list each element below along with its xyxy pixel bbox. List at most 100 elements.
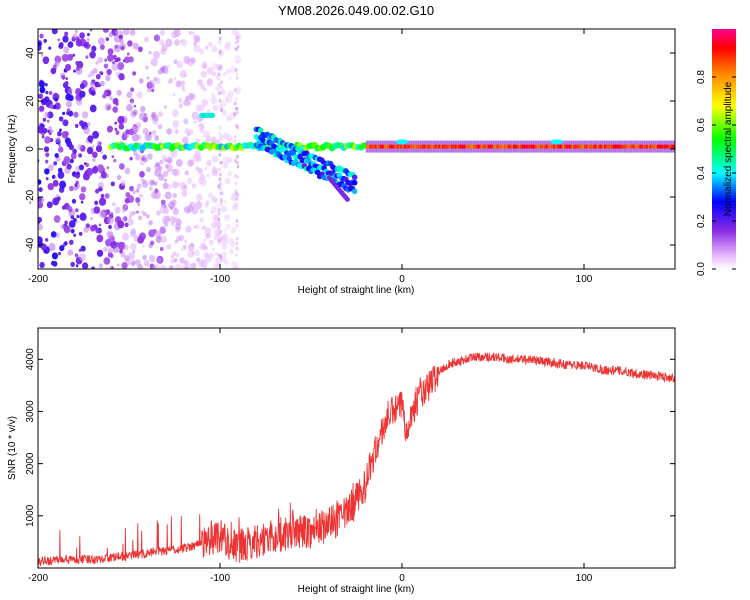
noise-mark xyxy=(212,105,218,112)
noise-mark xyxy=(116,175,122,181)
noise-mark xyxy=(89,29,93,32)
noise-mark xyxy=(95,61,99,65)
noise-mark xyxy=(166,156,173,164)
spectrogram-y-tick-label: 20 xyxy=(25,95,36,107)
noise-mark xyxy=(64,241,68,246)
noise-mark xyxy=(183,184,187,189)
noise-mark xyxy=(203,251,209,258)
band-mark xyxy=(573,144,576,149)
noise-mark xyxy=(67,249,73,256)
band-mark xyxy=(513,144,516,149)
noise-mark xyxy=(165,38,173,47)
noise-mark xyxy=(134,154,141,161)
noise-mark xyxy=(185,99,191,106)
noise-mark xyxy=(126,52,130,56)
noise-mark xyxy=(172,93,176,97)
band-mark xyxy=(376,144,379,149)
noise-mark xyxy=(94,200,99,206)
noise-mark xyxy=(128,252,135,261)
noise-mark xyxy=(59,128,62,132)
noise-mark xyxy=(57,171,65,179)
noise-mark xyxy=(91,45,97,52)
band-mark xyxy=(624,144,627,149)
noise-mark xyxy=(58,144,61,147)
noise-mark xyxy=(195,104,202,112)
noise-mark xyxy=(217,167,222,172)
streak-mark xyxy=(234,265,237,269)
noise-mark xyxy=(99,44,105,50)
noise-mark xyxy=(221,251,227,258)
noise-mark xyxy=(139,193,143,198)
band-mark xyxy=(460,144,463,149)
band-mark xyxy=(487,144,490,149)
noise-mark xyxy=(195,201,203,210)
noise-mark xyxy=(51,29,58,35)
noise-mark xyxy=(149,179,155,186)
noise-mark xyxy=(183,55,191,64)
band-mark xyxy=(569,144,572,149)
spectrogram-x-label: Height of straight line (km) xyxy=(298,285,415,296)
band-mark xyxy=(658,144,662,149)
spectrogram-y-tick-label: 40 xyxy=(25,47,36,59)
noise-mark xyxy=(223,162,229,169)
band-mark xyxy=(503,144,507,149)
noise-mark xyxy=(184,128,191,135)
noise-mark xyxy=(129,211,135,217)
noise-mark xyxy=(48,242,56,252)
noise-mark xyxy=(57,251,62,256)
noise-mark xyxy=(222,72,227,77)
noise-mark xyxy=(221,232,229,241)
streak-mark xyxy=(235,76,239,80)
noise-mark xyxy=(74,183,78,187)
streak-mark xyxy=(235,237,239,241)
noise-mark xyxy=(66,100,73,108)
noise-mark xyxy=(78,120,85,127)
snr-x-tick-label: -200 xyxy=(28,573,48,584)
snr-y-tick-label: 4000 xyxy=(25,348,36,371)
noise-mark xyxy=(107,248,113,254)
band-mark xyxy=(411,144,414,149)
noise-mark xyxy=(63,46,70,54)
noise-mark xyxy=(183,239,188,244)
noise-mark xyxy=(133,151,138,156)
band-mark xyxy=(576,144,580,149)
descending-branch-mark xyxy=(351,188,358,195)
streak-mark xyxy=(218,153,221,157)
streak-mark xyxy=(234,190,238,195)
streak-mark xyxy=(235,72,239,76)
band-mark xyxy=(476,144,480,149)
noise-mark xyxy=(49,104,54,110)
noise-mark xyxy=(187,159,194,167)
noise-mark xyxy=(175,130,178,135)
streak-mark xyxy=(217,184,220,188)
band-mark xyxy=(523,144,527,149)
spectrogram-x-tick-label: -200 xyxy=(28,274,48,285)
band-mark xyxy=(398,144,401,149)
spectrogram-marks xyxy=(38,29,675,269)
streak-mark xyxy=(219,64,222,69)
noise-mark xyxy=(158,39,164,46)
noise-mark xyxy=(186,177,193,185)
noise-mark xyxy=(218,125,223,130)
band-mark xyxy=(447,144,450,149)
noise-mark xyxy=(200,70,207,78)
noise-mark xyxy=(211,155,219,164)
noise-mark xyxy=(69,239,74,245)
noise-mark xyxy=(224,240,229,245)
noise-mark xyxy=(150,58,158,67)
band-mark xyxy=(665,144,669,149)
noise-mark xyxy=(206,159,212,167)
streak-mark xyxy=(236,35,240,39)
noise-mark xyxy=(173,208,179,215)
band-mark xyxy=(662,144,665,149)
noise-mark xyxy=(96,249,103,257)
band-mark xyxy=(571,144,574,149)
band-mark xyxy=(394,144,398,149)
band-mark xyxy=(522,144,525,149)
band-mark xyxy=(505,144,509,149)
noise-mark xyxy=(64,220,68,225)
noise-mark xyxy=(83,226,90,233)
band-mark xyxy=(423,144,427,149)
noise-mark xyxy=(106,68,112,76)
colorbar-tick-label: 0.6 xyxy=(696,118,707,132)
